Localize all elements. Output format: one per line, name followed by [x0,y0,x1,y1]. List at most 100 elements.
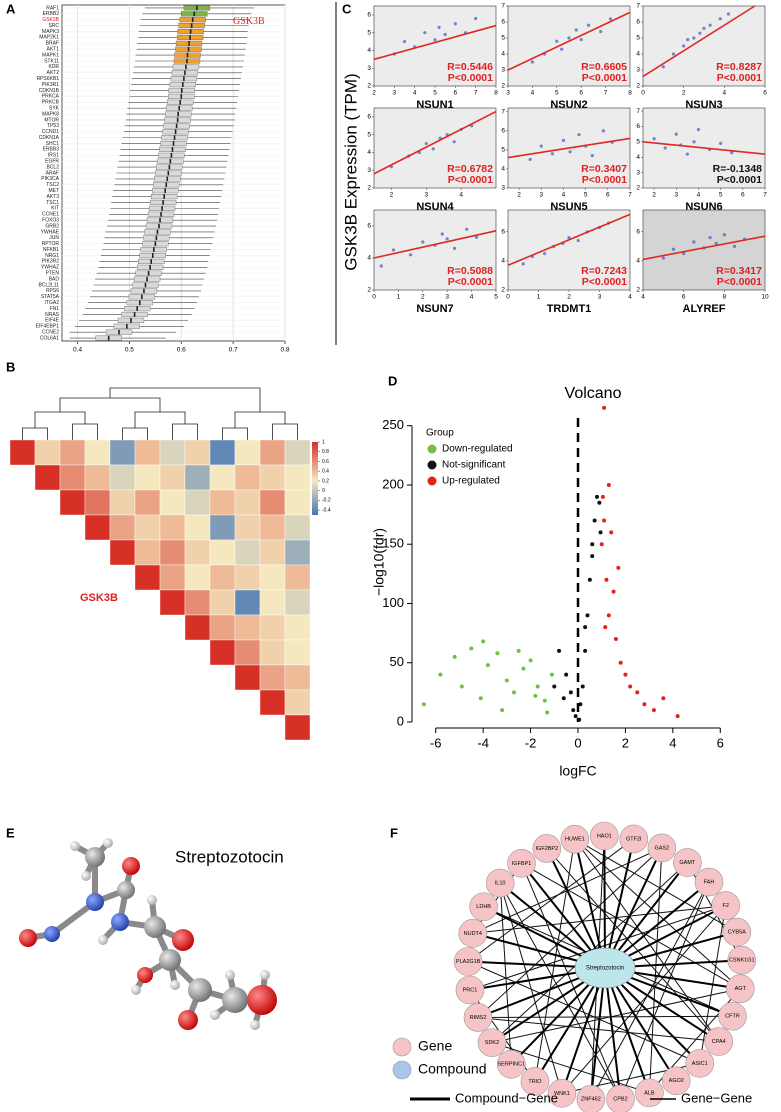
atom [98,935,108,945]
heatmap-cell [234,664,261,691]
x-tick-label: 5 [433,90,437,97]
node-label: IGF2BP2 [536,846,559,852]
point [708,236,712,240]
category-label: AKT3 [46,194,59,200]
y-tick-label: 2 [367,83,371,90]
point [611,589,616,594]
stat-label: R=0.5088 [447,265,493,277]
legend-label: Down-regulated [442,444,513,455]
gene-gene-edge [561,905,727,1094]
dendrogram [122,427,148,440]
y-tick-label: 5 [636,35,640,42]
legend-label: Gene [418,1038,452,1054]
heatmap-cell [59,464,86,491]
heatmap-cell [259,464,286,491]
dendrogram [72,423,98,440]
category-label: RPS6 [46,288,59,294]
panel-label: B [6,359,15,374]
atom [159,949,181,971]
category-label: PIK3R2 [42,259,59,265]
dendrogram [272,423,298,440]
gene-node [469,892,498,922]
heatmap-cell [159,439,186,466]
stat-label: R=0.3417 [716,265,762,277]
atom [131,985,141,995]
point [564,672,569,677]
y-tick-label: 6 [636,19,640,26]
gene-gene-edge [467,961,700,1064]
atom [137,967,153,983]
y-tick-label: 50 [390,654,404,669]
point [438,672,443,677]
legend-label: Gene−Gene [681,1090,752,1105]
point [568,150,572,154]
node-label: FAH [704,879,715,885]
gene-node [496,1049,526,1079]
point [542,698,547,703]
node-label: CYB5A [728,930,746,936]
point [568,690,573,695]
heatmap-cell [284,464,311,491]
heatmap-cell [259,439,286,466]
point [452,654,457,659]
point [576,238,580,243]
dendrogram [34,411,86,428]
y-tick-label: 6 [367,223,371,230]
x-axis-title: TRDMT1 [547,303,592,315]
point [652,137,656,141]
x-tick-label: 6 [606,192,610,199]
colorbar-label: -0.4 [322,507,331,513]
point [550,152,554,156]
x-tick-label: 3 [539,192,543,199]
point [698,31,702,35]
node-label: ALB [644,1090,655,1096]
heatmap-cell [34,464,61,491]
molecule-name: Streptozotocin [175,847,284,866]
gene-node [477,1028,507,1057]
category-label: COL6A1 [40,335,59,341]
node-label: NUDT4 [464,931,482,937]
x-tick-label: 6 [454,90,458,97]
x-tick-label: 4 [413,90,417,97]
heatmap-cell [109,464,136,491]
heatmap-cell [134,464,161,491]
category-label: MAPK1 [42,52,59,58]
stat-label: P<0.0001 [717,174,762,186]
x-tick-label: 5 [555,90,559,97]
compound-gene-edge [604,847,663,969]
point [616,565,621,570]
heatmap-cell [284,489,311,516]
heatmap-cell [234,514,261,541]
x-tick-label: 3 [674,192,678,199]
node-label: WNK1 [554,1091,570,1097]
x-tick-label: 7 [628,192,632,199]
y-tick-label: 150 [382,536,404,551]
compound-gene-edge [573,839,606,969]
gene-node [507,849,536,878]
y-tick-label: 3 [367,65,371,72]
compound-gene-edge [560,967,606,1094]
heatmap-cell [259,564,286,591]
point [431,147,435,151]
x-tick-label: 2 [682,90,686,97]
heatmap-cell [234,564,261,591]
category-label: NRAS [45,312,60,318]
category-label: MTOR [44,117,59,123]
category-label: NFKB1 [43,247,59,253]
heatmap-cell [209,639,236,666]
y-tick-label: 2 [501,287,505,294]
x-tick-label: 7 [474,90,478,97]
y-tick-label: 4 [636,258,640,265]
point [597,500,602,505]
colorbar-label: 0.6 [322,459,329,465]
legend-marker [427,476,437,486]
point [623,672,628,677]
gene-node [606,1084,635,1112]
x-tick-label: 10 [761,294,769,301]
point [586,23,591,27]
x-tick-label: 4 [531,90,535,97]
category-label: EIF4E [45,318,60,324]
node-label: HUWE1 [565,837,585,843]
legend-marker [392,1037,412,1057]
heatmap-cell [134,539,161,566]
